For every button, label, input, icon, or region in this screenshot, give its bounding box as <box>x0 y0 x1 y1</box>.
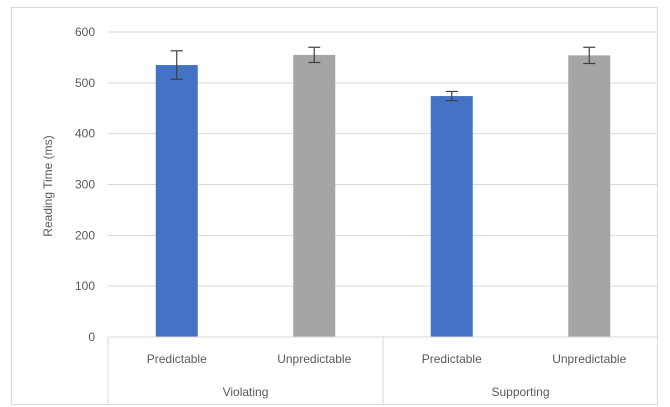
x-group-label: Supporting <box>491 385 549 399</box>
x-category-label: Unpredictable <box>277 352 351 366</box>
x-category-label: Unpredictable <box>552 352 626 366</box>
bar <box>293 54 336 337</box>
y-tick-label: 300 <box>75 178 95 192</box>
x-axis: Predictable Unpredictable Violating Predict… <box>107 336 658 405</box>
y-tick-label: 0 <box>88 330 95 344</box>
y-tick-labels: 0 100 200 300 400 500 600 <box>75 25 95 344</box>
bar <box>568 55 611 338</box>
y-axis-title: Reading Time (ms) <box>41 135 55 236</box>
x-category-label: Predictable <box>422 352 482 366</box>
bar <box>430 96 473 337</box>
bars <box>155 54 611 338</box>
bar <box>155 65 198 338</box>
y-tick-label: 500 <box>75 76 95 90</box>
y-tick-label: 400 <box>75 127 95 141</box>
y-tick-label: 100 <box>75 279 95 293</box>
x-category-label: Predictable <box>147 352 207 366</box>
y-tick-label: 600 <box>75 25 95 39</box>
error-bars <box>170 46 596 102</box>
x-group-label: Violating <box>223 385 269 399</box>
y-tick-label: 200 <box>75 228 95 242</box>
